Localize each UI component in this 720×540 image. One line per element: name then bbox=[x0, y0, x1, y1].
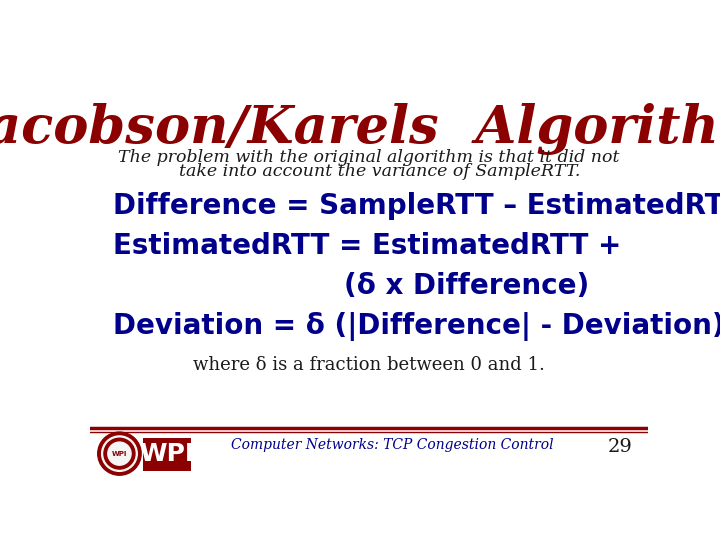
Text: (δ x Difference): (δ x Difference) bbox=[113, 272, 590, 300]
Bar bbox=[143, 438, 191, 470]
Circle shape bbox=[98, 432, 141, 475]
Text: where δ is a fraction between 0 and 1.: where δ is a fraction between 0 and 1. bbox=[193, 356, 545, 374]
Text: Computer Networks: TCP Congestion Control: Computer Networks: TCP Congestion Contro… bbox=[231, 438, 554, 453]
Text: take into account the variance of SampleRTT.: take into account the variance of Sample… bbox=[157, 163, 581, 180]
Text: The problem with the original algorithm is that it did not: The problem with the original algorithm … bbox=[118, 150, 620, 166]
Circle shape bbox=[102, 436, 138, 471]
Text: WPI: WPI bbox=[112, 451, 127, 457]
Circle shape bbox=[104, 438, 135, 469]
Text: Difference = SampleRTT – EstimatedRTT: Difference = SampleRTT – EstimatedRTT bbox=[113, 192, 720, 220]
Text: Deviation = δ (|Difference| - Deviation): Deviation = δ (|Difference| - Deviation) bbox=[113, 312, 720, 341]
Text: 29: 29 bbox=[608, 438, 632, 456]
Circle shape bbox=[108, 442, 131, 465]
Text: Jacobson/Karels  Algorithm: Jacobson/Karels Algorithm bbox=[0, 103, 720, 156]
Text: EstimatedRTT = EstimatedRTT +: EstimatedRTT = EstimatedRTT + bbox=[113, 232, 621, 260]
Text: WPI: WPI bbox=[139, 442, 194, 467]
